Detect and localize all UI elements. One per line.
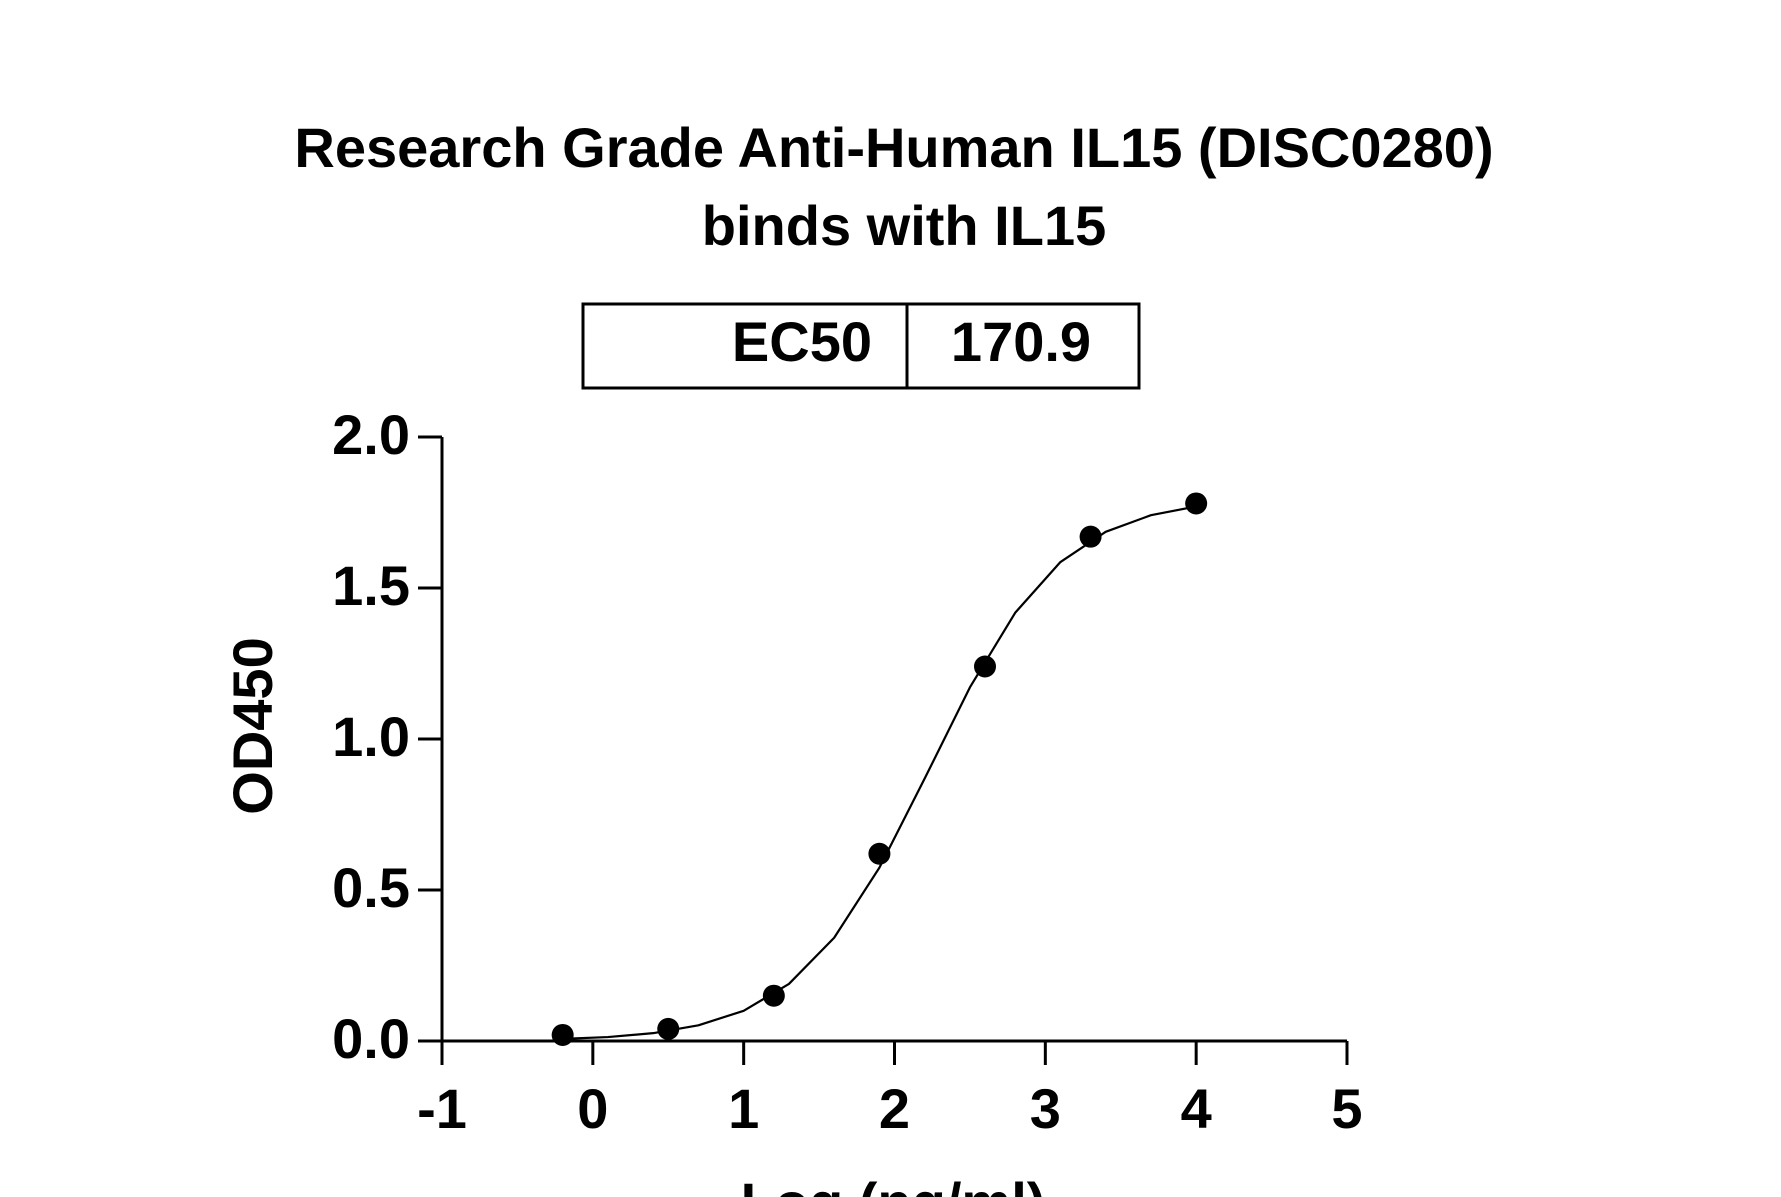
y-tick-label: 1.0 (332, 705, 410, 768)
data-point (868, 842, 891, 865)
ec50-value: 170.9 (951, 310, 1091, 373)
x-tick-label: 3 (1030, 1077, 1061, 1140)
y-tick-label: 2.0 (332, 403, 410, 466)
data-point (1185, 492, 1208, 515)
y-axis-label: OD450 (221, 637, 284, 814)
chart-title: Research Grade Anti-Human IL15 (DISC0280… (294, 116, 1493, 179)
x-tick-label: 2 (879, 1077, 910, 1140)
ec50-label: EC50 (732, 310, 872, 373)
data-point (974, 655, 996, 678)
x-tick-label: 1 (728, 1077, 759, 1140)
x-tick-label: -1 (417, 1077, 467, 1140)
x-tick-label: 4 (1181, 1077, 1212, 1140)
ec50-box (581, 302, 1141, 390)
y-tick-label: 1.5 (332, 554, 410, 617)
fit-curve (562, 505, 1197, 1040)
data-point (1079, 525, 1102, 548)
x-tick-label: 0 (577, 1077, 608, 1140)
x-tick-label: 5 (1331, 1077, 1362, 1140)
x-axis-label: Log (ng/ml) (741, 1171, 1046, 1197)
data-point (762, 984, 785, 1007)
data-point (657, 1017, 680, 1040)
y-tick-label: 0.5 (332, 856, 410, 919)
y-tick-label: 0.0 (332, 1007, 410, 1070)
chart-subtitle: binds with IL15 (702, 194, 1106, 257)
data-point (551, 1023, 574, 1046)
